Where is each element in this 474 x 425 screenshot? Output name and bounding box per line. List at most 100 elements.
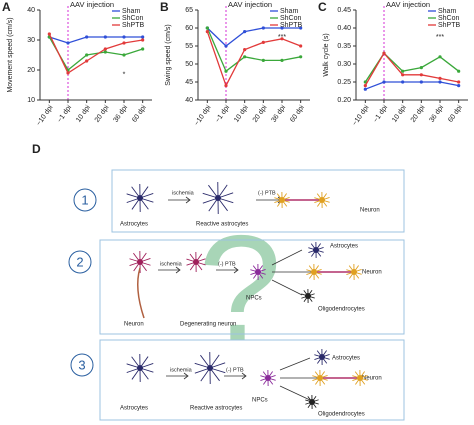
series-line <box>365 81 459 90</box>
row-box <box>111 169 405 233</box>
data-point <box>419 66 423 70</box>
data-point <box>66 71 70 75</box>
cell-label: Astrocytes <box>120 222 148 228</box>
y-tick-label: 0.40 <box>337 25 351 32</box>
data-point <box>419 80 423 84</box>
cell-icon <box>314 348 330 366</box>
cell-label: Reactive astrocytes <box>190 406 242 412</box>
cell-body <box>317 375 323 381</box>
data-point <box>438 80 442 84</box>
cell-body <box>137 259 143 265</box>
legend-label: ShCon <box>280 15 302 22</box>
data-point <box>224 84 228 88</box>
data-point <box>438 76 442 80</box>
cell-icon <box>250 263 266 281</box>
x-tick-label: −10 dpi <box>35 104 54 127</box>
data-point <box>401 73 405 77</box>
x-tick-label: 36 dpi <box>112 104 129 124</box>
data-point <box>457 84 461 88</box>
step-circle <box>73 188 97 212</box>
cell-label: NPCs <box>252 398 268 404</box>
data-point <box>261 40 265 45</box>
x-tick-label: −1 dpi <box>214 104 231 124</box>
y-tick-label: 40 <box>27 7 35 14</box>
series-line <box>206 27 301 73</box>
data-point <box>205 26 209 30</box>
data-point <box>141 47 145 51</box>
question-mark: ? <box>198 204 281 372</box>
cell-body <box>319 354 325 360</box>
data-point <box>419 73 423 77</box>
arrow-label: (-) PTB <box>258 190 276 196</box>
degenerating-axon <box>137 267 145 319</box>
row-box <box>99 239 405 335</box>
legend-label: Sham <box>280 8 298 15</box>
y-tick-label: 0.25 <box>337 79 351 86</box>
chart-title: AAV injection <box>386 0 430 9</box>
data-point <box>47 32 51 36</box>
x-tick-label: 10 dpi <box>233 104 250 124</box>
cell-icon <box>194 351 226 385</box>
data-point <box>363 84 367 88</box>
cell-body <box>357 375 363 381</box>
cell-label: Degenerating neuron <box>180 322 236 328</box>
data-point <box>122 41 126 45</box>
panel-label: A <box>2 0 11 14</box>
data-point <box>299 55 303 59</box>
cell-icon <box>306 263 322 281</box>
y-tick-label: 10 <box>27 97 35 104</box>
cell-icon <box>301 288 315 304</box>
y-axis-label: Swing speed (cm/s) <box>165 24 172 85</box>
cell-icon <box>260 369 276 387</box>
y-tick-label: 50 <box>185 61 193 68</box>
x-tick-label: −1 dpi <box>372 104 389 124</box>
data-point <box>224 69 228 73</box>
legend-label: Sham <box>122 8 140 15</box>
series-line <box>206 27 301 47</box>
arrow-label: (-) PTB <box>218 261 236 267</box>
step-circle <box>68 250 92 274</box>
data-point <box>280 58 284 63</box>
step-circle <box>70 353 94 377</box>
data-point <box>401 69 405 73</box>
cell-body <box>207 365 213 371</box>
cell-icon <box>312 369 328 387</box>
series-line <box>49 36 143 44</box>
cell-label: Neuron <box>360 208 380 214</box>
cell-label: Neuron <box>124 322 144 328</box>
y-tick-label: 45 <box>185 79 193 86</box>
x-tick-label: 20 dpi <box>94 104 111 124</box>
cell-icon <box>129 250 151 274</box>
data-point <box>103 50 107 54</box>
cell-body <box>311 269 317 275</box>
y-axis-label: Walk cycle (s) <box>323 33 330 76</box>
panel-label: B <box>160 0 169 14</box>
chart-title: AAV injection <box>228 0 272 9</box>
data-point <box>401 80 405 84</box>
data-point <box>261 26 265 30</box>
legend-label: ShPTB <box>122 22 145 29</box>
series-line <box>206 31 301 88</box>
cell-body <box>351 269 357 275</box>
cell-body <box>137 365 143 371</box>
x-tick-label: −1 dpi <box>56 104 73 124</box>
legend-label: ShCon <box>122 15 144 22</box>
cell-body <box>193 259 199 265</box>
data-point <box>122 35 126 39</box>
cell-body <box>265 375 271 381</box>
chart-title: AAV injection <box>70 0 114 9</box>
cell-label: Neuron <box>362 376 382 382</box>
x-tick-label: 20 dpi <box>252 104 269 124</box>
cell-body <box>309 399 315 405</box>
cell-icon <box>352 369 368 387</box>
cell-body <box>255 269 261 275</box>
cell-body <box>137 195 143 201</box>
y-tick-label: 30 <box>27 37 35 44</box>
legend-label: ShPTB <box>438 22 461 29</box>
data-point <box>141 38 145 42</box>
series-line <box>48 33 143 74</box>
step-number: 2 <box>76 254 83 269</box>
data-point <box>243 55 247 59</box>
y-tick-label: 55 <box>185 43 193 50</box>
x-tick-label: 60 dpi <box>447 104 464 124</box>
